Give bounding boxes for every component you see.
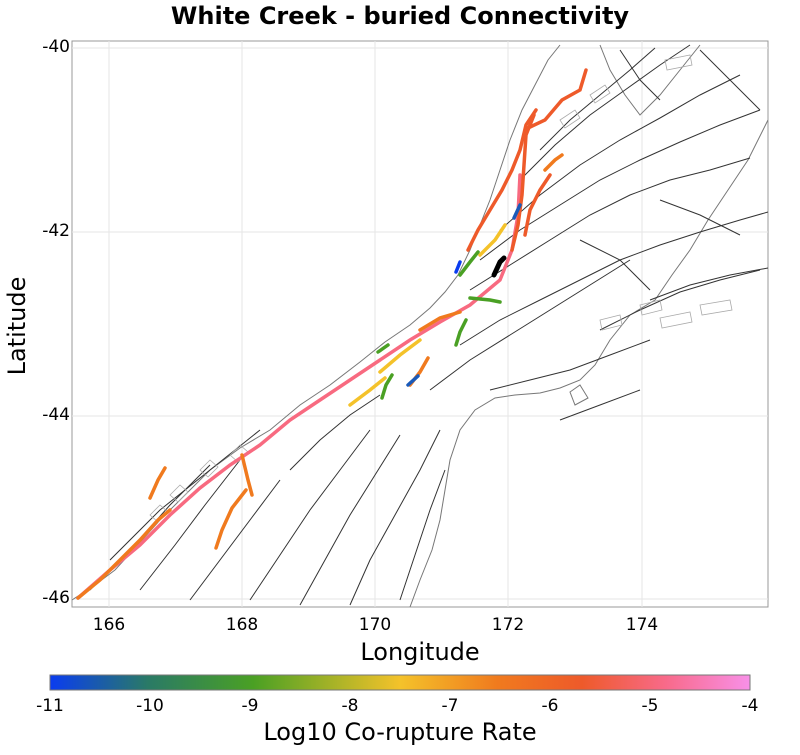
colorbar-tick: -9 xyxy=(241,696,259,716)
colorbar xyxy=(49,674,751,691)
plot-area xyxy=(71,40,769,608)
colorbar-label: Log10 Co-rupture Rate xyxy=(263,718,537,746)
x-tick: 174 xyxy=(625,615,659,635)
section-yellow-1 xyxy=(478,223,507,257)
colorbar-tick: -5 xyxy=(641,696,659,716)
section-orange-sw3 xyxy=(148,466,167,500)
gridlines xyxy=(72,41,768,607)
y-tick: -44 xyxy=(42,405,70,425)
section-blue-2 xyxy=(406,374,420,387)
section-black-ref xyxy=(491,255,507,278)
colorbar-tick: -4 xyxy=(741,696,759,716)
coastline xyxy=(72,44,768,607)
colorbar-tick: -11 xyxy=(36,696,64,716)
section-red-n1 xyxy=(510,113,536,252)
x-axis-label: Longitude xyxy=(360,638,480,666)
section-orange-sw1 xyxy=(76,508,172,600)
section-green-2 xyxy=(468,296,502,304)
section-green-5 xyxy=(376,343,390,354)
x-tick: 172 xyxy=(491,615,525,635)
section-yellow-3 xyxy=(348,376,387,407)
colorbar-tick: -7 xyxy=(441,696,459,716)
y-tick: -46 xyxy=(42,588,70,608)
x-tick: 166 xyxy=(92,615,126,635)
section-yellow-2 xyxy=(378,338,422,374)
section-red-n3 xyxy=(466,108,538,252)
colorbar-tick: -6 xyxy=(541,696,559,716)
x-tick: 168 xyxy=(225,615,259,635)
y-tick: -40 xyxy=(42,37,70,57)
section-red-n4 xyxy=(523,173,552,237)
section-green-3 xyxy=(454,318,468,347)
x-tick: 170 xyxy=(358,615,392,635)
section-pink-alpine xyxy=(76,173,522,600)
section-orange-n5 xyxy=(543,153,564,172)
colorbar-tick: -8 xyxy=(341,696,359,716)
section-blue-1 xyxy=(454,260,462,274)
section-orange-c2 xyxy=(418,310,462,332)
section-orange-mid xyxy=(240,453,254,497)
y-axis-label: Latitude xyxy=(3,276,31,376)
colorbar-tick: -10 xyxy=(136,696,164,716)
section-orange-sw2 xyxy=(214,488,248,550)
section-red-n2 xyxy=(526,68,588,130)
y-tick: -42 xyxy=(42,221,70,241)
section-green-1 xyxy=(458,250,480,277)
corupture-sections xyxy=(76,68,588,600)
section-blue-3 xyxy=(512,203,522,220)
chart-title: White Creek - buried Connectivity xyxy=(170,2,630,30)
section-green-4 xyxy=(380,373,394,400)
